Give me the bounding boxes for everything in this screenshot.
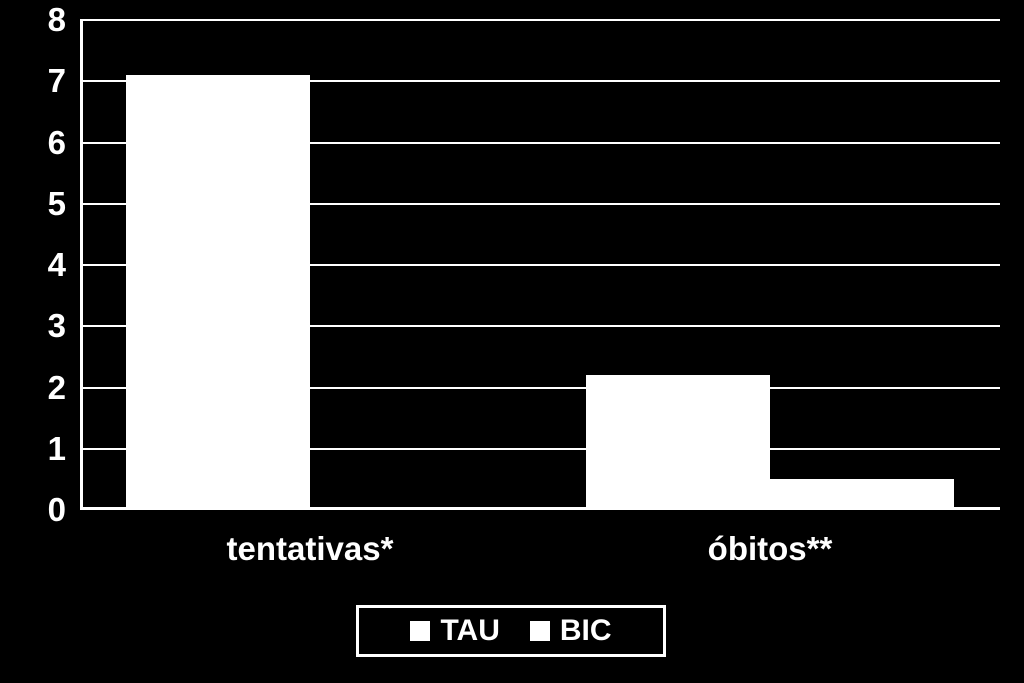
legend-swatch <box>530 621 550 641</box>
legend-item: TAU <box>410 614 499 648</box>
legend-swatch <box>410 621 430 641</box>
x-category-label: óbitos** <box>708 530 833 568</box>
legend-item: BIC <box>530 614 612 648</box>
legend: TAU BIC <box>356 605 666 657</box>
y-tick-label: 0 <box>0 491 66 529</box>
y-tick-label: 5 <box>0 185 66 223</box>
bar <box>770 479 954 510</box>
x-category-label: tentativas* <box>227 530 394 568</box>
y-tick-label: 7 <box>0 62 66 100</box>
gridline <box>80 19 1000 21</box>
y-tick-label: 8 <box>0 1 66 39</box>
chart-container: 0 1 2 3 4 5 6 7 8 tentativas* óbitos** TAU BIC <box>0 0 1024 683</box>
y-tick-label: 3 <box>0 307 66 345</box>
plot-area <box>80 20 1000 510</box>
y-tick-label: 1 <box>0 430 66 468</box>
bar <box>586 375 770 510</box>
legend-label: BIC <box>560 614 612 648</box>
y-tick-label: 2 <box>0 369 66 407</box>
legend-label: TAU <box>440 614 499 648</box>
bar <box>126 75 310 510</box>
y-tick-label: 4 <box>0 246 66 284</box>
y-tick-label: 6 <box>0 124 66 162</box>
